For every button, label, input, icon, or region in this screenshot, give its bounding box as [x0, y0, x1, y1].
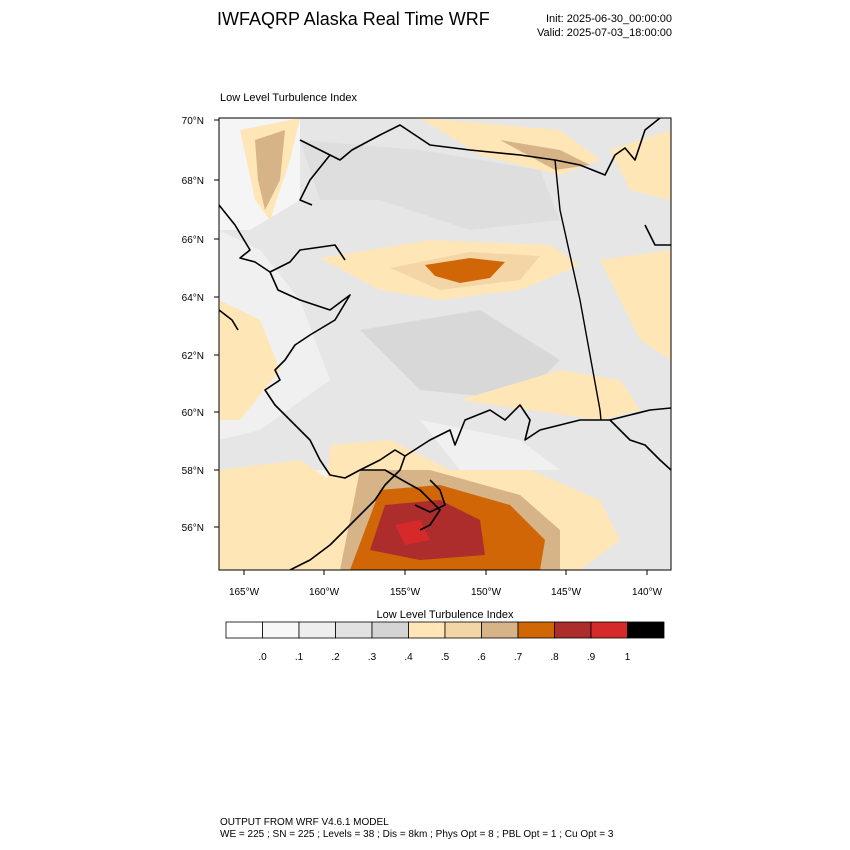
footer-config: WE = 225 ; SN = 225 ; Levels = 38 ; Dis …	[220, 829, 614, 840]
colorbar-swatch	[335, 621, 373, 639]
colorbar-tick-label: .5	[441, 652, 450, 663]
colorbar-tick-label: .9	[587, 652, 596, 663]
colorbar-swatch	[444, 621, 482, 639]
coastline	[264, 271, 406, 570]
coastline	[644, 224, 671, 246]
colorbar-tick-label: .8	[550, 652, 559, 663]
colorbar-tick-label: .3	[368, 652, 377, 663]
colorbar-swatch	[481, 621, 519, 639]
coastline	[404, 404, 671, 457]
coastline	[219, 309, 239, 331]
coastline	[360, 469, 441, 531]
coastline	[609, 419, 671, 471]
valid-time: Valid: 2025-07-03_18:00:00	[537, 27, 672, 39]
lon-label: 140°W	[632, 587, 663, 598]
turbulence-map: 70°N 68°N 66°N 64°N 62°N 60°N 58°N 56°N …	[182, 116, 672, 598]
colorbar-swatch	[590, 621, 628, 639]
orange-band	[600, 250, 671, 360]
colorbar-swatch	[517, 621, 555, 639]
lat-axis: 70°N 68°N 66°N 64°N 62°N 60°N 58°N 56°N	[182, 116, 219, 534]
lat-label: 68°N	[182, 176, 204, 187]
lat-label: 70°N	[182, 116, 204, 127]
plot-title: IWFAQRP Alaska Real Time WRF	[217, 9, 490, 29]
lon-label: 145°W	[551, 587, 582, 598]
lon-label: 165°W	[229, 587, 260, 598]
colorbar-swatch	[262, 621, 300, 639]
orange-band	[425, 258, 505, 283]
colorbar-swatches	[225, 621, 665, 639]
lat-label: 62°N	[182, 351, 204, 362]
footer-model: OUTPUT FROM WRF V4.6.1 MODEL	[220, 817, 389, 828]
colorbar-title: Low Level Turbulence Index	[376, 609, 514, 621]
colorbar-ticks: .0 .1 .2 .3 .4 .5 .6 .7 .8 .9 1	[258, 652, 630, 663]
coastline	[219, 204, 346, 273]
orange-band	[255, 130, 285, 210]
lon-label: 155°W	[390, 587, 421, 598]
colorbar-swatch	[554, 621, 592, 639]
orange-band	[370, 500, 485, 560]
colorbar-swatch	[627, 621, 665, 639]
orange-band	[395, 520, 430, 545]
gray-band	[360, 310, 560, 400]
colorbar: .0 .1 .2 .3 .4 .5 .6 .7 .8 .9 1	[225, 621, 665, 663]
colorbar-swatch	[298, 621, 336, 639]
orange-band	[219, 460, 330, 570]
colorbar-swatch	[225, 621, 263, 639]
lon-axis: 165°W 160°W 155°W 150°W 145°W 140°W	[229, 570, 663, 598]
lon-label: 150°W	[471, 587, 502, 598]
coastline	[414, 479, 446, 513]
lat-label: 58°N	[182, 466, 204, 477]
gray-band	[420, 420, 560, 470]
colorbar-tick-label: .7	[514, 652, 523, 663]
lat-label: 64°N	[182, 293, 204, 304]
map-frame	[218, 117, 672, 571]
init-time: Init: 2025-06-30_00:00:00	[546, 13, 672, 25]
colorbar-tick-label: 1	[625, 652, 631, 663]
lat-label: 60°N	[182, 408, 204, 419]
colorbar-tick-label: .4	[404, 652, 413, 663]
gray-band	[300, 140, 560, 230]
colorbar-swatch	[408, 621, 446, 639]
field-label: Low Level Turbulence Index	[220, 92, 357, 104]
coastline	[299, 154, 331, 206]
colorbar-tick-label: .0	[258, 652, 267, 663]
colorbar-tick-label: .1	[295, 652, 304, 663]
borders	[554, 159, 602, 421]
coastlines	[219, 118, 671, 570]
lon-label: 160°W	[309, 587, 340, 598]
colorbar-tick-label: .6	[477, 652, 486, 663]
colorbar-swatch	[371, 621, 409, 639]
orange-band	[219, 300, 280, 420]
lat-label: 66°N	[182, 235, 204, 246]
colorbar-tick-label: .2	[331, 652, 340, 663]
coastline	[299, 118, 661, 176]
map-field	[219, 118, 671, 570]
lat-label: 56°N	[182, 523, 204, 534]
border-line	[554, 159, 602, 421]
